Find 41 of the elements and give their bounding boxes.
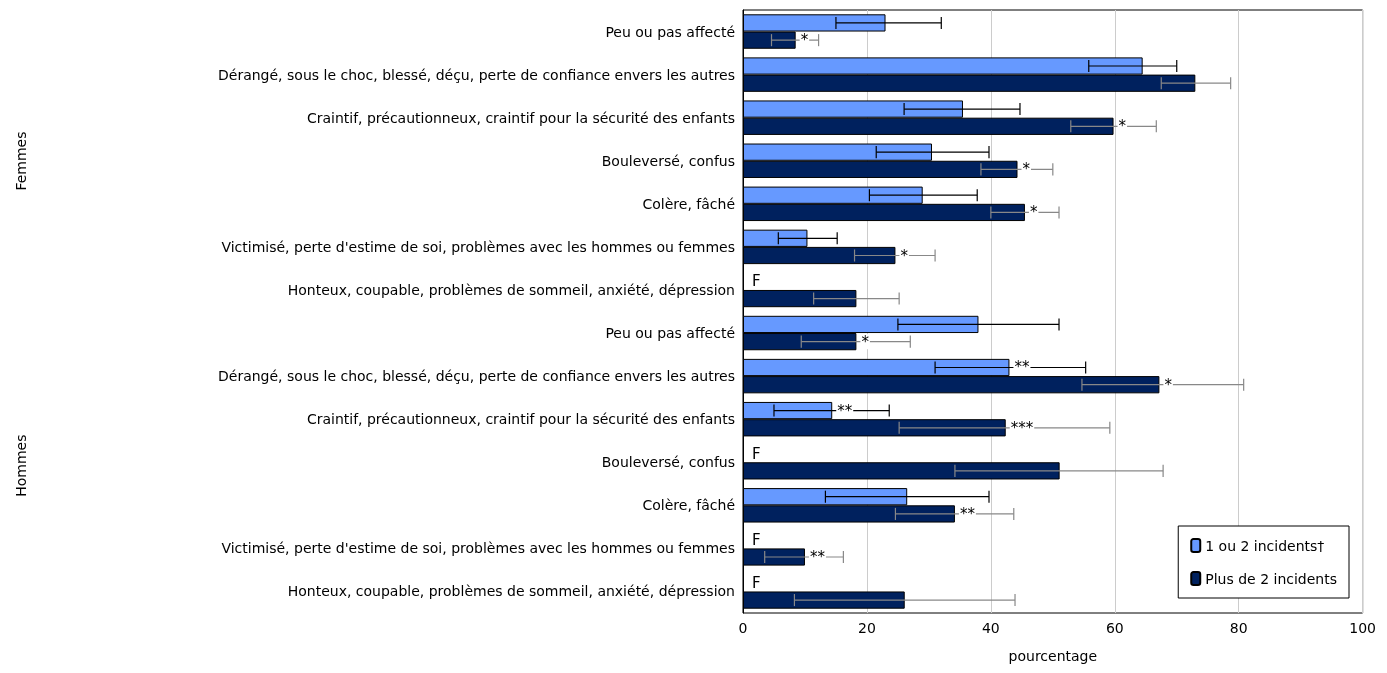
y-tick-label: Dérangé, sous le choc, blessé, déçu, perte de confiance envers les autres — [218, 66, 735, 83]
x-tick-label: 60 — [1105, 620, 1124, 636]
y-tick-label: Dérangé, sous le choc, blessé, déçu, perte de confiance envers les autres — [218, 368, 735, 385]
x-tick-label: 80 — [1229, 620, 1248, 636]
data-label: *** — [1010, 418, 1034, 437]
data-label: * — [900, 246, 909, 265]
legend-label: 1 ou 2 incidents† — [1205, 537, 1325, 554]
data-label: ** — [1014, 358, 1030, 377]
y-tick-label: Honteux, coupable, problèmes de sommeil, anxiété, dépression — [287, 583, 735, 600]
data-label: ** — [959, 504, 976, 523]
data-label: ** — [809, 548, 826, 567]
y-tick-label: Peu ou pas affecté — [605, 23, 735, 40]
text: F — [752, 272, 761, 291]
y-tick-label: Victimisé, perte d'estime de soi, problèmes avec les hommes ou femmes — [221, 540, 735, 557]
y-tick-label: Colère, fâché — [642, 195, 735, 212]
legend-label: Plus de 2 incidents — [1205, 570, 1337, 587]
x-tick-label: 20 — [858, 620, 876, 636]
y-tick-label: Bouleversé, confus — [601, 454, 735, 471]
y-tick-label: Victimisé, perte d'estime de soi, problèmes avec les hommes ou femmes — [221, 238, 735, 255]
data-label: * — [861, 332, 870, 351]
y-tick-label: Bouleversé, confus — [601, 152, 735, 169]
data-label: * — [1164, 375, 1173, 394]
data-label: * — [1022, 160, 1031, 179]
x-tick-label: 100 — [1349, 620, 1377, 636]
x-tick-label: 40 — [981, 620, 1000, 636]
data-label: * — [1118, 117, 1127, 136]
text: Femmes — [13, 131, 29, 191]
text: Hommes — [13, 434, 29, 497]
text: F — [752, 444, 761, 463]
data-label: * — [800, 31, 809, 50]
text: F — [752, 573, 761, 592]
y-tick-label: Craintif, précautionneux, craintif pour la sécurité des enfants — [306, 411, 735, 428]
y-tick-label: Peu ou pas affecté — [605, 325, 735, 342]
data-label: ** — [837, 401, 853, 420]
text: F — [752, 530, 761, 549]
data-label: * — [1029, 203, 1038, 222]
x-tick-label: 0 — [738, 620, 748, 636]
y-tick-label: Craintif, précautionneux, craintif pour la sécurité des enfants — [306, 109, 735, 126]
x-axis-title: pourcentage — [1008, 648, 1098, 664]
y-tick-label: Colère, fâché — [642, 497, 735, 514]
y-tick-label: Honteux, coupable, problèmes de sommeil, anxiété, dépression — [287, 281, 735, 298]
